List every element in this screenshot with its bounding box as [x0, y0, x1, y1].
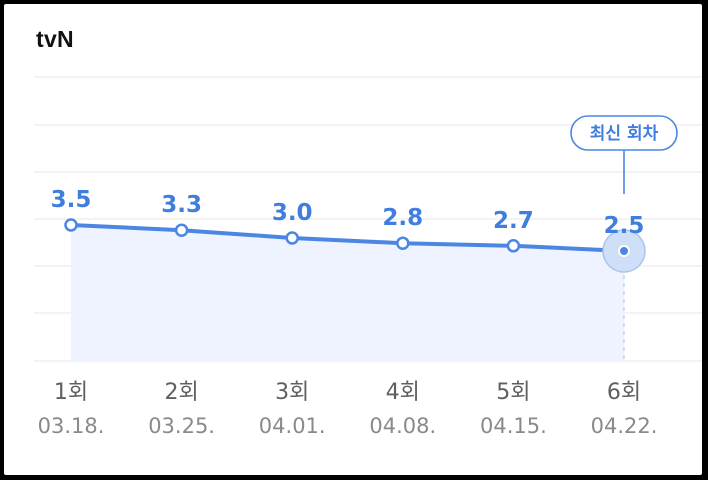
episode-tick-label: 6회 — [607, 380, 641, 405]
data-point[interactable] — [396, 236, 410, 250]
episode-tick-label: 5회 — [496, 380, 530, 405]
value-label: 2.5 — [604, 213, 645, 239]
episode-tick-label: 1회 — [54, 380, 88, 405]
episode-tick-label: 2회 — [164, 380, 198, 405]
value-label: 3.3 — [161, 192, 202, 218]
episode-tick-label: 3회 — [275, 380, 309, 405]
data-point-latest[interactable] — [618, 245, 630, 257]
series-line — [69, 223, 626, 253]
value-label: 2.8 — [382, 205, 423, 231]
latest-episode-badge — [570, 115, 678, 151]
latest-episode-badge-label: 최신 회차 — [590, 124, 659, 144]
data-point[interactable] — [506, 239, 521, 253]
area-fill — [71, 225, 624, 361]
value-label: 3.5 — [51, 187, 92, 213]
value-label: 2.7 — [493, 208, 534, 234]
data-point[interactable] — [174, 223, 189, 237]
date-tick-label: 04.22. — [591, 414, 658, 438]
date-tick-label: 03.18. — [38, 414, 105, 438]
value-label: 3.0 — [272, 200, 313, 226]
date-tick-label: 04.01. — [259, 414, 326, 438]
date-tick-label: 04.08. — [369, 414, 436, 438]
episode-tick-label: 4회 — [386, 380, 420, 405]
chart-card: tvN 3.5 3.3 3.0 2.8 2.7 2.5 최신 회차 1회 03.18. 2회 03.… — [4, 4, 702, 475]
rating-chart: 3.5 3.3 3.0 2.8 2.7 2.5 최신 회차 1회 03.18. 2회 03.25. 3… — [34, 76, 702, 438]
date-tick-label: 04.15. — [480, 414, 547, 438]
date-tick-label: 03.25. — [148, 414, 215, 438]
data-point[interactable] — [285, 231, 299, 245]
data-point[interactable] — [64, 218, 78, 232]
channel-title: tvN — [36, 26, 74, 52]
